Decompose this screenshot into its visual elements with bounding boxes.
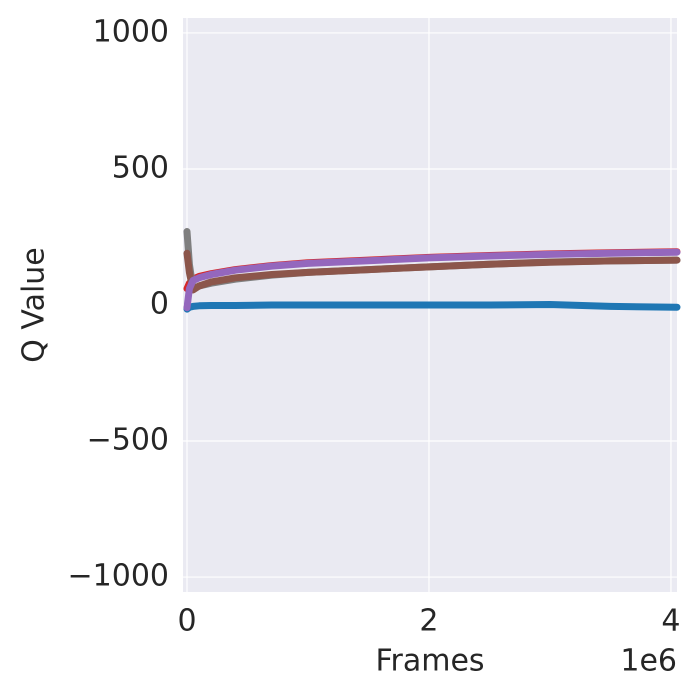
y-tick-label: 1000 <box>93 14 169 49</box>
series-line <box>183 248 681 312</box>
x-axis-label: Frames <box>375 644 484 679</box>
y-tick-label: −1000 <box>68 559 169 594</box>
y-tick-label: 500 <box>112 150 169 185</box>
x-tick-label: 0 <box>177 604 196 639</box>
series-line <box>183 249 681 294</box>
y-axis-label: Q Value <box>17 247 52 363</box>
x-tick-label: 2 <box>419 604 438 639</box>
x-offset-label: 1e6 <box>620 644 677 679</box>
series-line <box>183 301 681 313</box>
y-tick-label: −500 <box>87 423 169 458</box>
x-tick-label: 4 <box>661 604 680 639</box>
y-tick-label: 0 <box>150 287 169 322</box>
